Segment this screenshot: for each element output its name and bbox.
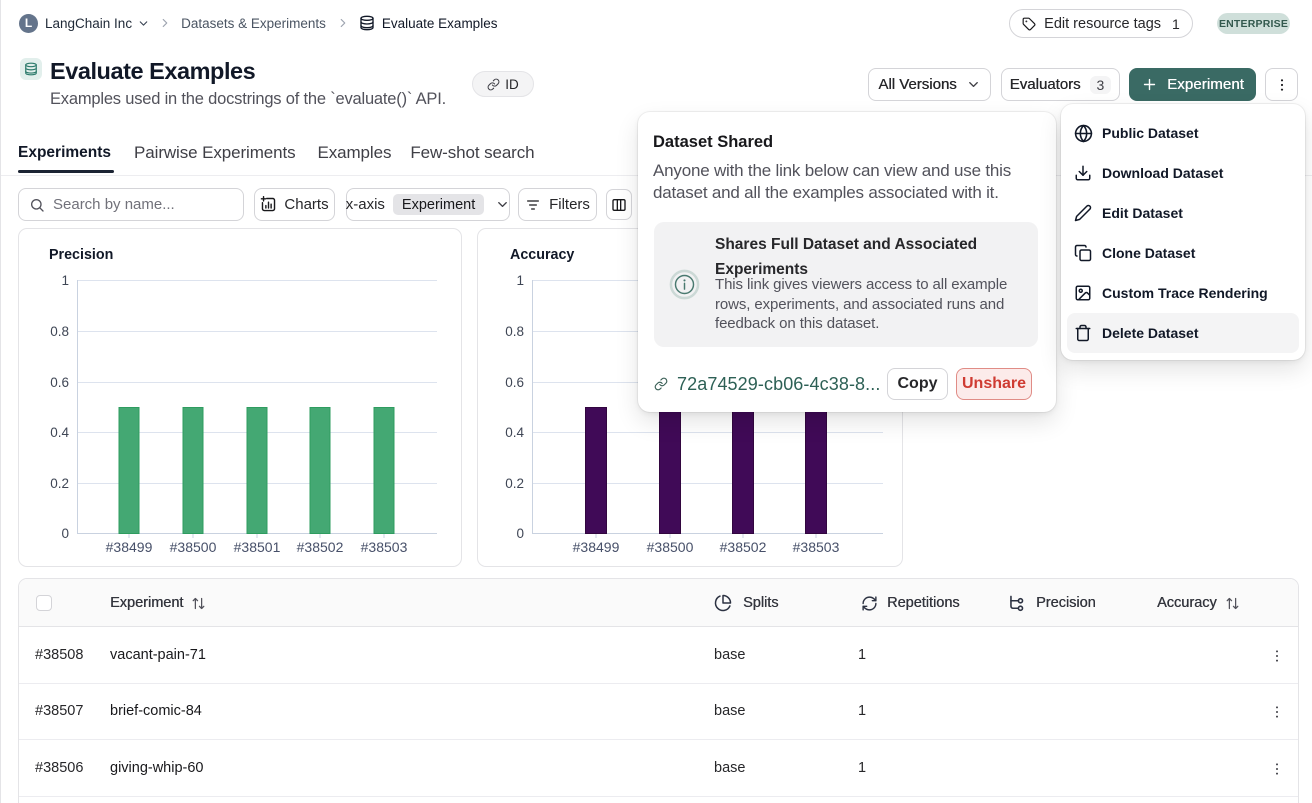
svg-text:Precision: Precision — [49, 247, 113, 263]
svg-text:0.8: 0.8 — [50, 324, 69, 339]
svg-text:0: 0 — [516, 526, 524, 541]
svg-text:0.6: 0.6 — [505, 375, 524, 390]
svg-text:1: 1 — [61, 273, 69, 288]
svg-text:0.4: 0.4 — [505, 425, 524, 440]
svg-text:0.2: 0.2 — [50, 476, 69, 491]
svg-text:#38500: #38500 — [170, 539, 217, 555]
svg-text:0.4: 0.4 — [50, 425, 69, 440]
svg-text:#38501: #38501 — [234, 539, 281, 555]
svg-text:#38500: #38500 — [647, 539, 694, 555]
svg-text:0.2: 0.2 — [505, 476, 524, 491]
svg-text:1: 1 — [516, 273, 524, 288]
svg-text:0.8: 0.8 — [505, 324, 524, 339]
svg-text:0: 0 — [61, 526, 69, 541]
svg-text:#38502: #38502 — [297, 539, 344, 555]
svg-text:#38503: #38503 — [361, 539, 408, 555]
svg-text:#38503: #38503 — [793, 539, 840, 555]
svg-text:Accuracy: Accuracy — [510, 247, 574, 263]
svg-text:#38499: #38499 — [573, 539, 620, 555]
svg-text:0.6: 0.6 — [50, 375, 69, 390]
svg-text:#38502: #38502 — [720, 539, 767, 555]
svg-text:#38499: #38499 — [106, 539, 153, 555]
